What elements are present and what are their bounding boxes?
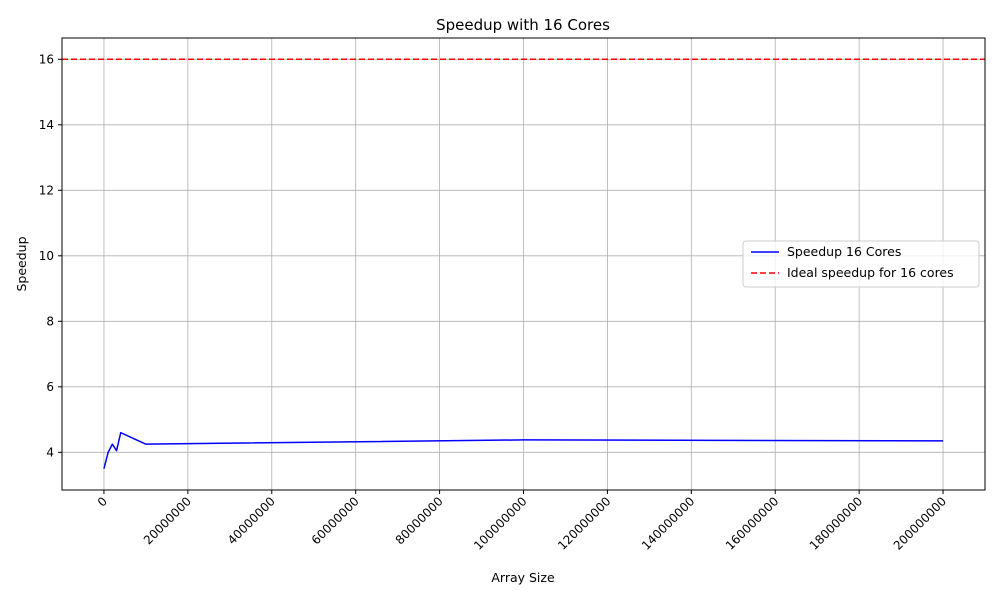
legend: Speedup 16 Cores Ideal speedup for 16 co… <box>742 240 980 288</box>
speedup-series-line <box>103 431 944 469</box>
y-axis-title: Speedup <box>14 236 29 291</box>
legend-label-speedup: Speedup 16 Cores <box>787 244 901 259</box>
y-tick-label: 4 <box>46 445 54 459</box>
x-axis-title: Array Size <box>491 570 555 585</box>
y-tick-label: 14 <box>39 118 54 132</box>
y-tick-label: 12 <box>39 183 54 197</box>
y-tick-label: 16 <box>39 52 54 66</box>
series-layer <box>62 58 985 469</box>
legend-box <box>742 240 980 288</box>
y-tick-label: 8 <box>46 314 54 328</box>
y-tick-label: 10 <box>39 249 54 263</box>
y-axis-ticks: 4 6 8 10 12 14 16 <box>39 52 62 459</box>
legend-label-ideal: Ideal speedup for 16 cores <box>787 265 954 280</box>
y-tick-label: 6 <box>46 380 54 394</box>
chart-title: Speedup with 16 Cores <box>436 16 610 34</box>
